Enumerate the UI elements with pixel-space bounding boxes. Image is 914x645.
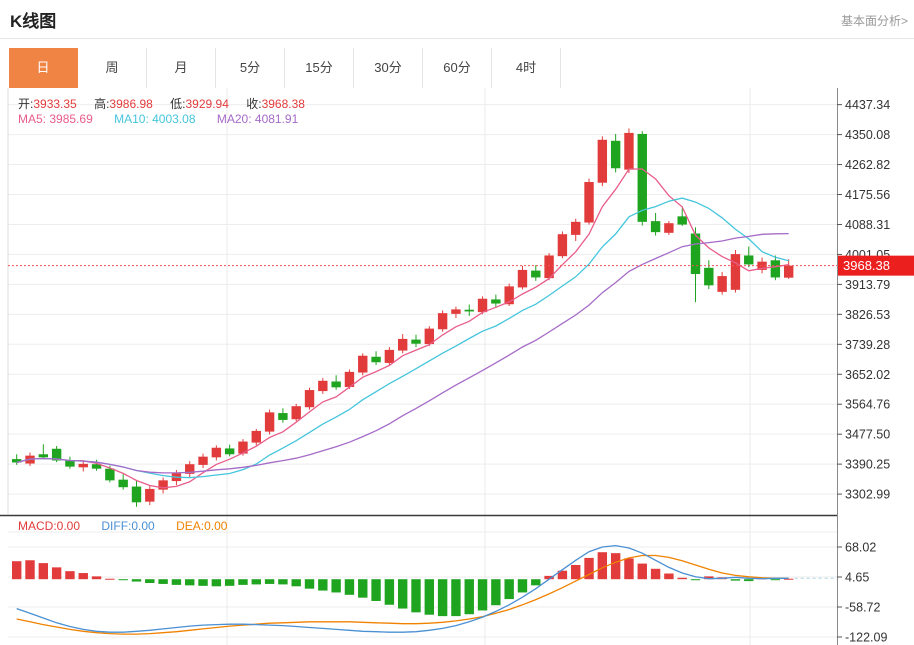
close-label: 收:: [246, 97, 262, 111]
fundamental-analysis-link[interactable]: 基本面分析>: [840, 14, 908, 28]
current-price-badge: 3968.38: [838, 255, 914, 276]
svg-text:3913.79: 3913.79: [845, 278, 890, 292]
ma20-label: MA20:: [216, 112, 252, 126]
page-title: K线图: [10, 12, 57, 31]
ma20-line: [16, 232, 789, 474]
tab-5min[interactable]: 5分: [216, 48, 285, 88]
ma5-line: [16, 168, 789, 489]
close-value: 3968.38: [261, 97, 305, 111]
candles-layer: [12, 128, 794, 507]
ma5-value: 3985.69: [49, 112, 93, 126]
diff-line: [16, 544, 789, 633]
gridlines: [7, 88, 837, 645]
ma20-value: 4081.91: [254, 112, 299, 126]
low-label: 低:: [170, 97, 186, 111]
svg-text:-58.72: -58.72: [845, 601, 880, 615]
header-divider: [0, 38, 914, 39]
svg-text:4.65: 4.65: [845, 571, 869, 585]
ma10-value: 4003.08: [152, 112, 196, 126]
open-label: 开:: [18, 97, 34, 111]
ohlc-info-row: 开:3933.35 高:3986.98 低:3929.94 收:3968.38: [18, 95, 319, 112]
svg-text:4437.34: 4437.34: [845, 98, 890, 112]
svg-text:3739.28: 3739.28: [845, 338, 890, 352]
tab-60min[interactable]: 60分: [423, 48, 492, 88]
ma10-label: MA10:: [114, 112, 149, 126]
dea-label: DEA:: [176, 519, 205, 533]
tab-month[interactable]: 月: [147, 48, 216, 88]
macd-value: 0.00: [56, 519, 81, 533]
svg-text:3302.99: 3302.99: [845, 488, 890, 502]
low-value: 3929.94: [185, 97, 229, 111]
macd-label: MACD:: [18, 519, 57, 533]
svg-text:4175.56: 4175.56: [845, 188, 890, 202]
dea-value: 0.00: [204, 519, 228, 533]
macd-info-row: MACD:0.00 DIFF:0.00 DEA:0.00: [18, 519, 245, 533]
period-tabbar: 日 周 月 5分 15分 30分 60分 4时: [9, 48, 561, 88]
svg-text:3968.38: 3968.38: [843, 258, 890, 273]
tab-week[interactable]: 周: [78, 48, 147, 88]
macd-histogram: [12, 552, 794, 617]
svg-text:3390.25: 3390.25: [845, 458, 890, 472]
svg-text:4262.82: 4262.82: [845, 158, 890, 172]
svg-text:4350.08: 4350.08: [845, 128, 890, 142]
tab-day[interactable]: 日: [9, 48, 78, 88]
diff-label: DIFF:: [101, 519, 132, 533]
svg-text:3826.53: 3826.53: [845, 308, 890, 322]
macd-axis-labels: 68.02 4.65 -58.72 -122.09: [837, 541, 887, 645]
diff-value: 0.00: [131, 519, 155, 533]
ma-info-row: MA5: 3985.69 MA10: 4003.08 MA20: 4081.91: [18, 112, 316, 126]
high-label: 高:: [94, 97, 110, 111]
price-axis-labels: 4437.344350.084262.824175.564088.314001.…: [837, 98, 890, 502]
svg-text:3477.50: 3477.50: [845, 428, 890, 442]
tab-30min[interactable]: 30分: [354, 48, 423, 88]
svg-text:3652.02: 3652.02: [845, 368, 890, 382]
tab-4hour[interactable]: 4时: [492, 48, 561, 88]
tab-15min[interactable]: 15分: [285, 48, 354, 88]
svg-text:68.02: 68.02: [845, 541, 876, 555]
open-value: 3933.35: [33, 97, 77, 111]
svg-text:3564.76: 3564.76: [845, 398, 890, 412]
high-value: 3986.98: [109, 97, 153, 111]
svg-text:4088.31: 4088.31: [845, 218, 890, 232]
svg-text:-122.09: -122.09: [845, 631, 887, 645]
ma5-label: MA5:: [18, 112, 47, 126]
dea-line: [16, 554, 789, 635]
